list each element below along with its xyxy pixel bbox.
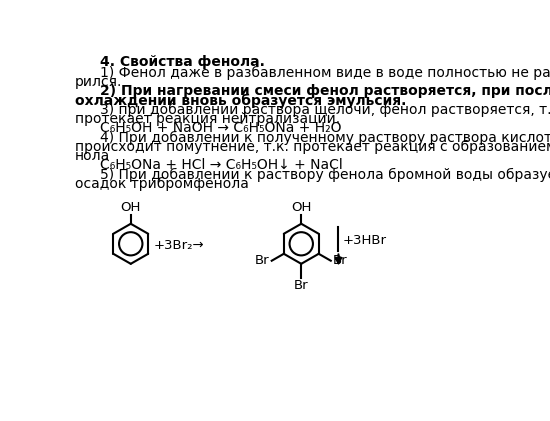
Text: Br: Br	[255, 254, 270, 267]
Text: C₆H₅OH + NaOH → C₆H₅ONa + H₂O: C₆H₅OH + NaOH → C₆H₅ONa + H₂O	[100, 121, 341, 136]
Text: рился.: рился.	[75, 75, 122, 89]
Text: Br: Br	[294, 279, 309, 292]
Text: протекает реакция нейтрализации.: протекает реакция нейтрализации.	[75, 112, 340, 126]
Text: осадок трибромфенола: осадок трибромфенола	[75, 177, 249, 191]
Text: OH: OH	[291, 201, 311, 214]
Text: 1) Фенол даже в разбавленном виде в воде полностью не раство-: 1) Фенол даже в разбавленном виде в воде…	[100, 66, 550, 80]
Text: нола: нола	[75, 149, 110, 163]
Text: OH: OH	[120, 201, 141, 214]
Text: 4. Свойства фенола.: 4. Свойства фенола.	[100, 55, 265, 69]
Text: 3) при добавлении раствора щелочи, фенол растворяется, т.к.: 3) при добавлении раствора щелочи, фенол…	[100, 103, 550, 117]
Text: 2) При нагревании смеси фенол растворяется, при последующем: 2) При нагревании смеси фенол растворяет…	[100, 84, 550, 99]
Text: Br: Br	[333, 254, 348, 267]
Text: +3HBr: +3HBr	[342, 234, 386, 247]
Text: +3Br₂→: +3Br₂→	[154, 239, 205, 252]
Text: происходит помутнение, т.к. протекает реакция с образованием фе-: происходит помутнение, т.к. протекает ре…	[75, 140, 550, 154]
Text: C₆H₅ONa + HCl → C₆H₅OH↓ + NaCl: C₆H₅ONa + HCl → C₆H₅OH↓ + NaCl	[100, 158, 343, 172]
Text: 4) При добавлении к полученному раствору раствора кислоты: 4) При добавлении к полученному раствору…	[100, 131, 550, 145]
Text: 5) При добавлении к раствору фенола бромной воды образуется: 5) При добавлении к раствору фенола бром…	[100, 168, 550, 181]
Text: охлаждении вновь образуется эмульсия.: охлаждении вновь образуется эмульсия.	[75, 93, 406, 108]
